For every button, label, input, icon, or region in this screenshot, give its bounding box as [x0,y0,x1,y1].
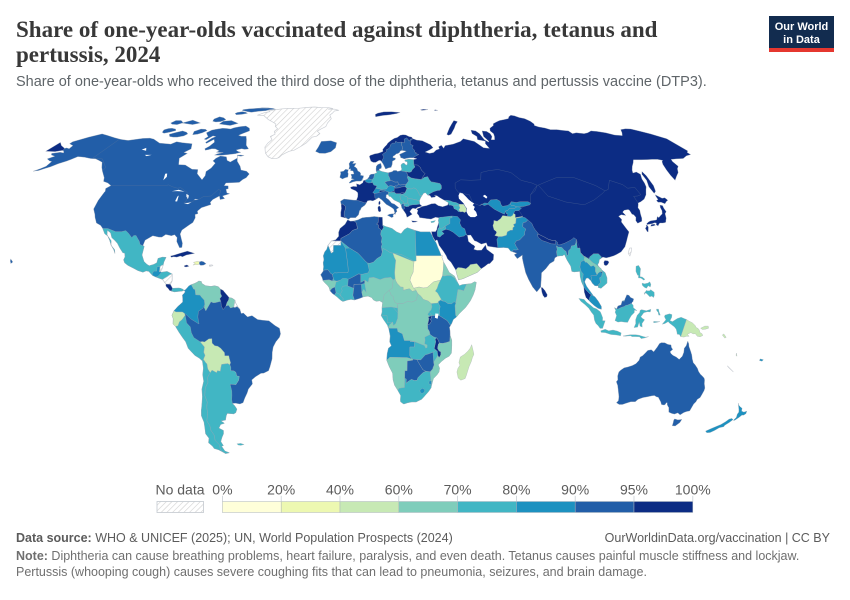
svg-text:70%: 70% [444,481,472,497]
svg-text:95%: 95% [620,481,648,497]
svg-text:0%: 0% [212,481,232,497]
svg-text:40%: 40% [326,481,354,497]
svg-text:80%: 80% [502,481,530,497]
svg-text:60%: 60% [385,481,413,497]
svg-text:90%: 90% [561,481,589,497]
svg-text:20%: 20% [267,481,295,497]
svg-text:No data: No data [155,481,204,497]
svg-text:100%: 100% [675,481,711,497]
